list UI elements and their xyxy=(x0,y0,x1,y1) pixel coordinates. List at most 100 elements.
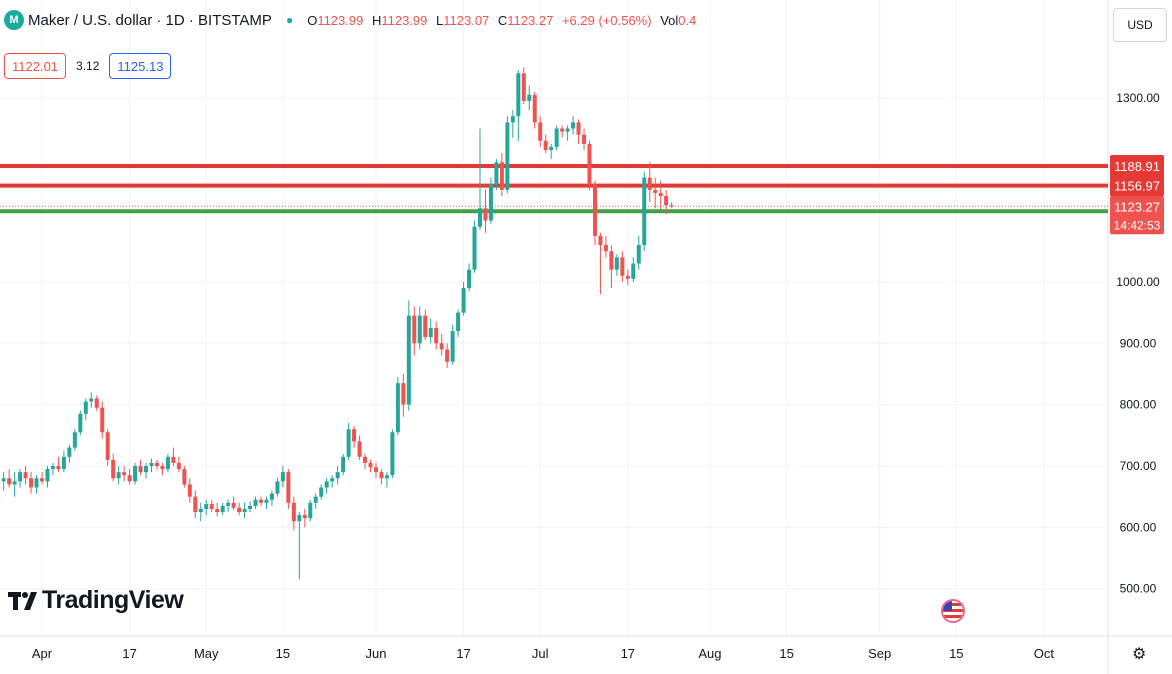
candle xyxy=(187,478,192,503)
x-tick-label: 17 xyxy=(122,646,136,661)
candle-body xyxy=(253,499,258,506)
candle-body xyxy=(434,327,439,344)
candle-body xyxy=(215,508,220,513)
candle-body xyxy=(603,245,608,252)
candle xyxy=(165,453,170,473)
tradingview-watermark[interactable]: TradingView xyxy=(8,586,184,615)
y-tick-label: 900.00 xyxy=(1120,336,1157,350)
candle xyxy=(467,263,472,292)
market-status-icon[interactable]: ● xyxy=(285,13,294,27)
candle xyxy=(631,257,636,282)
candle xyxy=(226,499,231,513)
candle-body xyxy=(94,398,99,408)
buy-button[interactable]: 1125.13 xyxy=(109,53,172,79)
price-axis[interactable]: 1300.00 1000.00 900.00 800.00 700.00 600.00 50… xyxy=(1116,91,1160,596)
candle-body xyxy=(417,315,422,344)
candle-body xyxy=(472,226,477,270)
open-value: 1123.99 xyxy=(317,12,364,28)
candle xyxy=(642,171,647,252)
candle xyxy=(592,180,597,246)
last-price-value: 1123.27 xyxy=(1114,199,1160,214)
candle xyxy=(308,499,313,522)
candle xyxy=(34,475,39,494)
candle xyxy=(100,401,105,439)
candle xyxy=(603,235,608,258)
x-tick-label: 15 xyxy=(949,646,963,661)
candle-body xyxy=(363,456,368,463)
candle xyxy=(647,162,652,203)
candle xyxy=(50,462,55,476)
candle-body xyxy=(390,432,395,476)
volume-value: 0.4 xyxy=(678,12,697,28)
candle-body xyxy=(1,478,6,482)
candle-body xyxy=(291,502,296,522)
y-tick-label: 1000.00 xyxy=(1116,275,1160,289)
x-tick-label: 17 xyxy=(456,646,470,661)
last-price-badge xyxy=(1110,196,1164,235)
candle xyxy=(237,502,242,516)
chart-settings-gear-icon[interactable]: ⚙ xyxy=(1132,646,1147,663)
y-tick-label: 600.00 xyxy=(1120,520,1157,534)
candle xyxy=(434,321,439,350)
candle-body xyxy=(89,398,94,402)
candle-body xyxy=(510,116,515,123)
candle-body xyxy=(346,429,351,457)
candle-body xyxy=(341,456,346,473)
candle-body xyxy=(248,505,253,509)
candle xyxy=(390,429,395,479)
x-tick-label: May xyxy=(194,646,219,661)
candle xyxy=(494,159,499,190)
candle-body xyxy=(483,208,488,221)
candle-body xyxy=(423,315,428,338)
candle-body xyxy=(160,466,165,470)
candle xyxy=(209,499,214,513)
candle-body xyxy=(521,73,526,101)
change-value: +6.29 (+0.56%) xyxy=(561,12,652,28)
candle xyxy=(505,116,510,193)
candle-body xyxy=(532,94,537,123)
candle-body xyxy=(264,499,269,503)
candle xyxy=(61,450,66,473)
bar-countdown: 14:42:53 xyxy=(1114,218,1161,232)
candle xyxy=(352,426,357,448)
candle xyxy=(72,429,77,451)
candle xyxy=(527,85,532,111)
currency-button[interactable]: USD xyxy=(1113,8,1167,42)
time-axis[interactable]: Apr 17 May 15 Jun 17 Jul 17 Aug 15 Sep 15 Oct xyxy=(32,646,1055,661)
candle-body xyxy=(231,502,236,508)
candle xyxy=(198,502,203,522)
spread-value: 3.12 xyxy=(76,59,100,73)
candle-body xyxy=(149,462,154,466)
candle-body xyxy=(642,177,647,246)
candle-body xyxy=(488,183,493,221)
symbol-title[interactable]: Maker / U.S. dollar · 1D · BITSTAMP xyxy=(28,11,272,29)
candle xyxy=(67,444,72,463)
candle-body xyxy=(445,349,450,362)
candle-body xyxy=(324,481,329,488)
horizontal-levels[interactable] xyxy=(0,164,1108,214)
y-tick-label: 1300.00 xyxy=(1116,91,1160,105)
candle-body xyxy=(100,407,105,433)
candle-body xyxy=(226,502,231,506)
candle xyxy=(598,232,603,295)
candle-body xyxy=(571,122,576,129)
open-label: O xyxy=(307,12,318,28)
candle-body xyxy=(286,472,291,503)
candle-body xyxy=(527,94,532,101)
ohlc-values: O1123.99 H1123.99 L1123.07 C1123.27 +6.2… xyxy=(307,13,701,28)
candle-body xyxy=(647,177,652,190)
candle xyxy=(576,119,581,144)
candle xyxy=(565,125,570,141)
candle-body xyxy=(259,499,263,503)
candle xyxy=(560,125,565,138)
candle-body xyxy=(631,263,636,279)
candle xyxy=(242,502,247,519)
economic-event-flag-icon[interactable] xyxy=(941,599,965,623)
candle xyxy=(483,189,488,233)
sell-button[interactable]: 1122.01 xyxy=(4,53,67,79)
candle xyxy=(450,324,455,365)
candle xyxy=(373,462,378,479)
candle xyxy=(379,469,384,485)
